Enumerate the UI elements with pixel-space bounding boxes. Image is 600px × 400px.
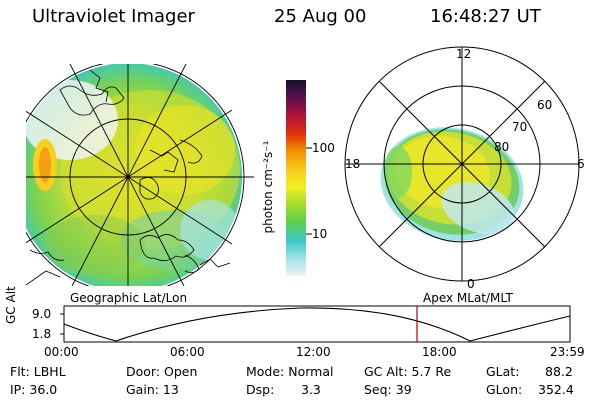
geographic-map-label: Geographic Lat/Lon — [70, 291, 188, 305]
glat-value: 88.2 — [545, 364, 573, 379]
dsp-label: Dsp: — [246, 382, 275, 397]
time-tick-2359: 23:59 — [550, 345, 585, 359]
mlt-label-18: 18 — [345, 157, 361, 171]
instrument-title: Ultraviolet Imager — [32, 6, 195, 27]
altitude-tick-1-8: 1.8 — [32, 327, 52, 341]
dsp-value: 3.3 — [301, 382, 321, 397]
colorbar-tick-10: 10 — [312, 227, 328, 241]
auroral-oval — [380, 127, 524, 241]
altitude-frame — [63, 305, 571, 343]
lat-label-80: 80 — [494, 140, 510, 154]
time-tick-0600: 06:00 — [170, 345, 205, 359]
seq-info: Seq: 39 — [364, 382, 412, 397]
date-label: 25 Aug 00 — [274, 6, 367, 27]
altitude-tick-9: 9.0 — [32, 307, 52, 321]
colorbar-unit-label: photon cm⁻²s⁻¹ — [261, 140, 275, 234]
altitude-plot — [60, 305, 571, 343]
colorbar-tick-100: 100 — [312, 141, 335, 155]
mode-info: Mode: Normal — [246, 364, 334, 379]
geographic-image — [26, 64, 254, 286]
gain-info: Gain: 13 — [126, 382, 179, 397]
time-tick-0000: 00:00 — [44, 345, 79, 359]
colorbar-ticks — [306, 147, 312, 235]
mlt-label-12: 12 — [456, 47, 472, 61]
polar-plot — [344, 46, 580, 282]
geographic-grid — [26, 64, 254, 286]
door-info: Door: Open — [126, 364, 198, 379]
time-tick-1800: 18:00 — [422, 345, 457, 359]
filter-info: Flt: LBHL — [10, 364, 66, 379]
colorbar — [286, 80, 306, 276]
lat-label-60: 60 — [537, 98, 553, 112]
lat-label-70: 70 — [512, 120, 528, 134]
time-label: 16:48:27 UT — [430, 6, 541, 27]
gc-alt-info: GC Alt: 5.7 Re — [364, 364, 452, 379]
glon-label: GLon: — [486, 382, 523, 397]
altitude-curve — [63, 307, 571, 342]
ip-info: IP: 36.0 — [10, 382, 58, 397]
mlt-label-6: 6 — [577, 157, 585, 171]
polar-grid — [344, 46, 580, 282]
mlt-label-0: 0 — [467, 277, 475, 291]
altitude-axis-label: GC Alt — [4, 286, 18, 324]
glon-value: 352.4 — [538, 382, 574, 397]
apex-map-label: Apex MLat/MLT — [423, 291, 513, 305]
glat-label: GLat: — [486, 364, 520, 379]
time-tick-1200: 12:00 — [296, 345, 331, 359]
